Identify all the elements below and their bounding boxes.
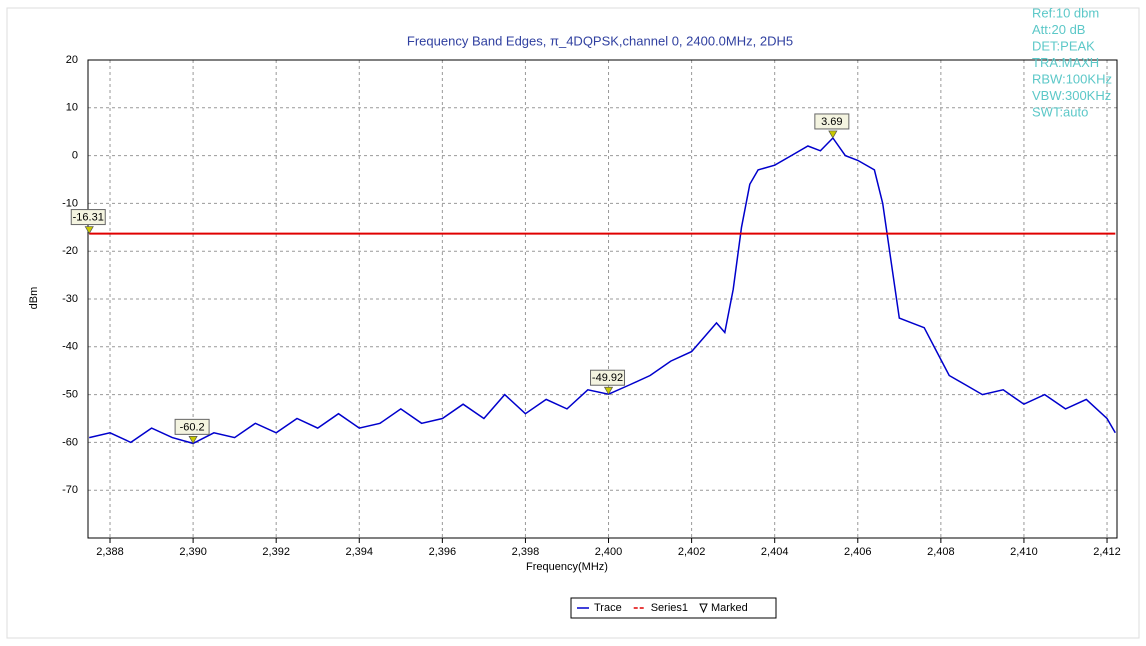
series-line (89, 136, 1116, 445)
marker-label: -49.92 (590, 369, 626, 386)
y-tick-label: -20 (62, 245, 78, 257)
marker-label-text: 3.69 (821, 116, 842, 128)
y-tick-label: -60 (62, 436, 78, 448)
info-text: DET:PEAK (1032, 38, 1095, 53)
legend: Trace Series1 Marked (570, 597, 777, 619)
info-text: Att:20 dB (1032, 22, 1085, 37)
marker (828, 130, 838, 139)
info-text: SWT:auto (1032, 104, 1088, 119)
y-tick-label: -50 (62, 389, 78, 401)
x-tick-label: 2,394 (346, 546, 374, 558)
y-tick-label: -30 (62, 293, 78, 305)
marker-label-box (70, 209, 106, 226)
legend-box (570, 597, 777, 619)
marker-label-text: -60.2 (180, 421, 205, 433)
info-text: RBW:100KHz (1032, 71, 1112, 86)
marker-label: -60.2 (174, 418, 210, 435)
info-text: Ref:10 dbm (1032, 5, 1099, 20)
x-tick-label: 2,402 (678, 546, 706, 558)
marker-label-box (814, 113, 850, 130)
info-text: TRA:MAXH (1032, 55, 1099, 70)
panel (6, 7, 1140, 639)
marker-label-box (590, 369, 626, 386)
x-tick-label: 2,392 (262, 546, 290, 558)
marker-label: -16.31 (70, 209, 106, 226)
x-tick-label: 2,410 (1010, 546, 1038, 558)
marker-label: 3.69 (814, 113, 850, 130)
x-tick-label: 2,390 (179, 546, 207, 558)
y-tick-label: -10 (62, 197, 78, 209)
x-tick-label: 2,408 (927, 546, 955, 558)
x-tick-label: 2,388 (96, 546, 124, 558)
legend-label: Trace (594, 602, 622, 614)
plot-frame (87, 59, 1118, 539)
x-axis-label: Frequency(MHz) (526, 561, 608, 573)
x-tick-label: 2,412 (1093, 546, 1121, 558)
info-text: VBW:300KHz (1032, 88, 1111, 103)
x-tick-label: 2,404 (761, 546, 789, 558)
legend-label: Series1 (651, 602, 688, 614)
legend-symbol (699, 603, 708, 614)
marker-label-text: -49.92 (592, 372, 623, 384)
y-tick-label: 20 (66, 54, 78, 66)
y-tick-label: 10 (66, 102, 78, 114)
x-tick-label: 2,400 (595, 546, 623, 558)
legend-label: Marked (711, 602, 748, 614)
y-axis-label: dBm (28, 287, 40, 310)
marker (188, 436, 198, 445)
x-tick-label: 2,398 (512, 546, 540, 558)
marker-label-text: -16.31 (73, 211, 104, 223)
marker (84, 226, 94, 235)
marker (603, 386, 614, 395)
y-tick-label: -40 (62, 341, 78, 353)
marker-label-box (174, 418, 210, 435)
chart-title: Frequency Band Edges, π_4DQPSK,channel 0… (407, 33, 793, 48)
y-tick-label: -70 (62, 484, 78, 496)
x-tick-label: 2,406 (844, 546, 872, 558)
y-tick-label: 0 (72, 150, 78, 162)
x-tick-label: 2,396 (429, 546, 457, 558)
